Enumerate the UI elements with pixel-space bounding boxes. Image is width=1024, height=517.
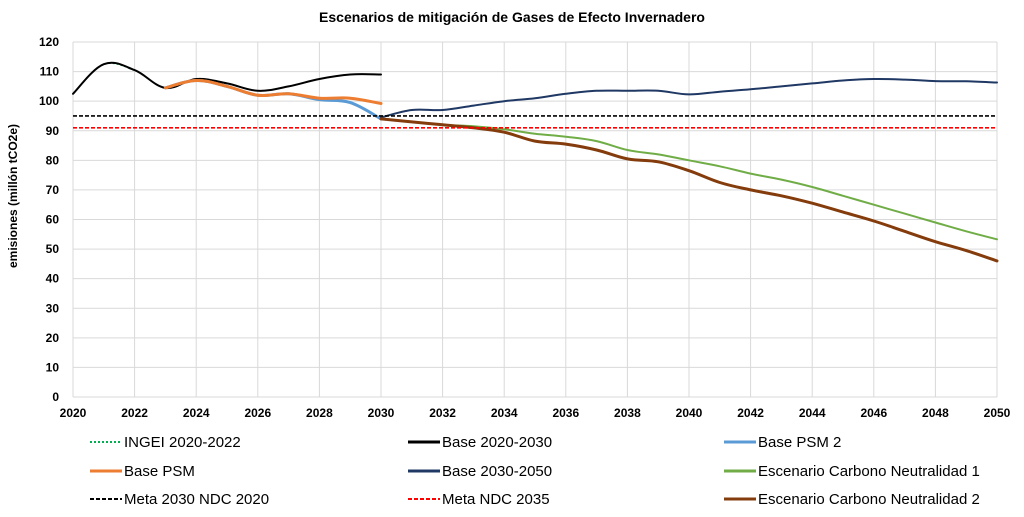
x-tick-label: 2026 xyxy=(244,406,271,420)
legend-label: Escenario Carbono Neutralidad 2 xyxy=(758,491,980,508)
y-tick-label: 10 xyxy=(46,360,60,374)
x-tick-label: 2034 xyxy=(491,406,518,420)
x-tick-label: 2036 xyxy=(552,406,579,420)
series-group xyxy=(72,61,999,263)
legend-item-base-2030-2050: Base 2030-2050 xyxy=(408,463,552,480)
x-tick-label: 2050 xyxy=(984,406,1011,420)
x-tick-label: 2020 xyxy=(60,406,87,420)
legend-item-base-psm: Base PSM xyxy=(90,463,195,480)
x-tick-label: 2038 xyxy=(614,406,641,420)
series-line-escenario-carbono-neutralidad-2 xyxy=(379,117,999,263)
legend-item-base-psm-2: Base PSM 2 xyxy=(724,434,841,451)
y-tick-label: 0 xyxy=(52,390,59,404)
y-tick-label: 20 xyxy=(46,331,60,345)
series-line-ingei-2020-2022 xyxy=(72,62,135,95)
series-line-base-psm xyxy=(163,78,383,105)
y-tick-label: 30 xyxy=(46,301,60,315)
grid xyxy=(72,41,998,398)
y-tick-label: 50 xyxy=(46,242,60,256)
legend-label: Meta 2030 NDC 2020 xyxy=(124,491,269,508)
y-axis-label: emisiones (millón tCO2e) xyxy=(6,124,20,268)
x-tick-label: 2046 xyxy=(860,406,887,420)
legend-label: Base PSM 2 xyxy=(758,434,841,451)
y-tick-label: 100 xyxy=(39,94,59,108)
y-tick-label: 60 xyxy=(46,213,60,227)
x-tick-label: 2028 xyxy=(306,406,333,420)
series-line-base-psm-2 xyxy=(163,78,383,121)
legend-label: Base 2020-2030 xyxy=(442,434,552,451)
series-line-base-2020-2030 xyxy=(72,61,382,95)
y-tick-label: 40 xyxy=(46,272,60,286)
chart-title: Escenarios de mitigación de Gases de Efe… xyxy=(319,9,705,25)
y-tick-label: 90 xyxy=(46,124,60,138)
legend-item-meta-ndc-2035: Meta NDC 2035 xyxy=(408,491,550,508)
legend-item-escenario-carbono-neutralidad-1: Escenario Carbono Neutralidad 1 xyxy=(724,463,980,480)
legend-label: Meta NDC 2035 xyxy=(442,491,550,508)
y-tick-label: 70 xyxy=(46,183,60,197)
legend-item-ingei-2020-2022: INGEI 2020-2022 xyxy=(90,434,241,451)
y-tick-label: 110 xyxy=(40,65,60,79)
legend-item-escenario-carbono-neutralidad-2: Escenario Carbono Neutralidad 2 xyxy=(724,491,980,508)
legend: INGEI 2020-2022 Base 2020-2030 Base PSM 2 B… xyxy=(90,434,980,508)
legend-item-meta-2030-ndc-2020: Meta 2030 NDC 2020 xyxy=(90,491,269,508)
x-tick-label: 2040 xyxy=(676,406,703,420)
x-tick-label: 2024 xyxy=(183,406,210,420)
legend-item-base-2020-2030: Base 2020-2030 xyxy=(408,434,552,451)
x-tick-label: 2030 xyxy=(368,406,395,420)
legend-label: Base PSM xyxy=(124,463,195,480)
y-tick-label: 80 xyxy=(46,153,60,167)
y-tick-label: 120 xyxy=(39,35,59,49)
series-line-base-2030-2050 xyxy=(380,77,998,119)
x-tick-label: 2048 xyxy=(922,406,949,420)
x-tick-label: 2044 xyxy=(799,406,826,420)
x-tick-label: 2022 xyxy=(121,406,148,420)
legend-label: Escenario Carbono Neutralidad 1 xyxy=(758,463,980,480)
x-tick-label: 2042 xyxy=(737,406,764,420)
legend-label: INGEI 2020-2022 xyxy=(124,434,241,451)
legend-label: Base 2030-2050 xyxy=(442,463,552,480)
x-tick-label: 2032 xyxy=(429,406,456,420)
